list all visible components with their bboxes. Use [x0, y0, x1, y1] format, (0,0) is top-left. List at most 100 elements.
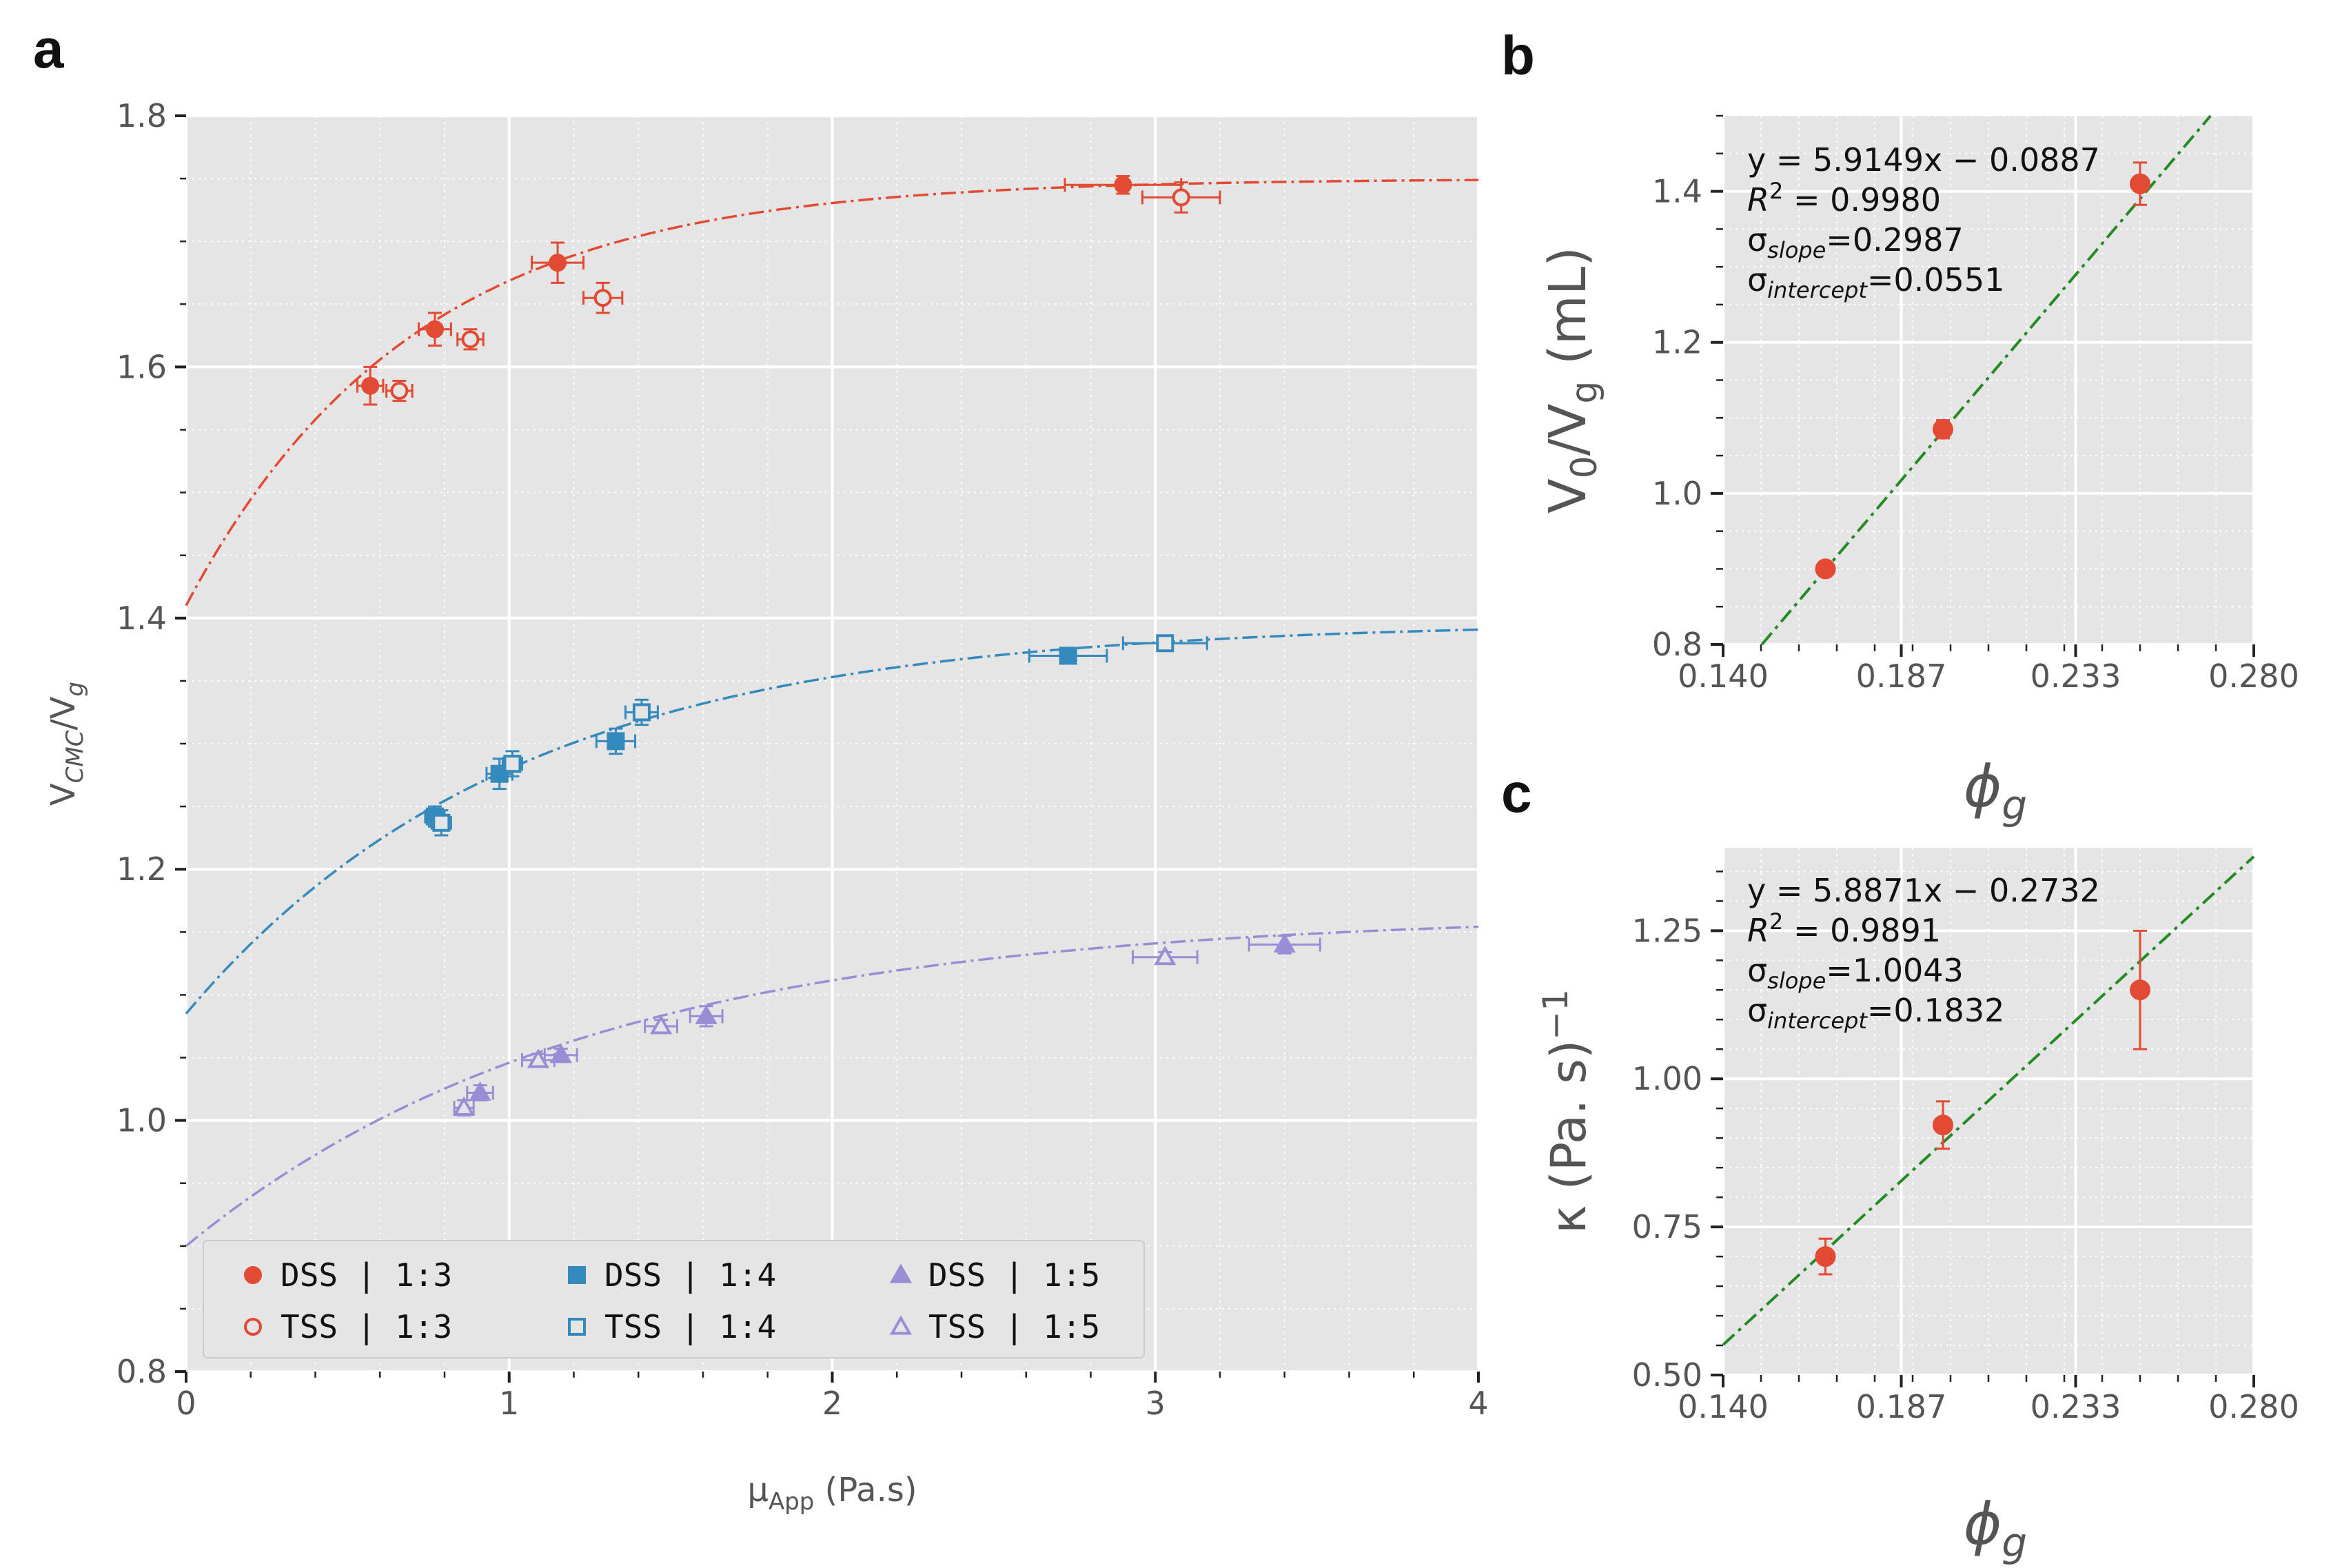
y-tick-label: 1.2	[1652, 324, 1702, 361]
y-axis-label-a: VCMC/Vg	[44, 682, 89, 806]
panel-letter-c: c	[1501, 762, 1532, 824]
marker-square	[568, 1266, 586, 1284]
x-axis-label-a: μApp (Pa.s)	[747, 1471, 917, 1516]
fit-curves-a	[185, 179, 1479, 1248]
x-tick-label: 0.140	[1678, 1388, 1769, 1425]
marker-circle	[361, 376, 380, 395]
x-tick-label: 1	[499, 1385, 519, 1422]
marker-circle	[425, 320, 444, 338]
x-tick-label: 0.280	[2208, 658, 2299, 695]
x-axis-label-b: ϕg	[1964, 753, 2027, 828]
x-label-main: μ	[747, 1471, 768, 1509]
r2-label: R	[1747, 181, 1769, 218]
x-label-sub: App	[768, 1488, 814, 1516]
r2-value: = 0.9980	[1783, 181, 1941, 218]
data-points-b	[1815, 161, 2150, 580]
axes-c: 0.140 0.187 0.233 0.280 0.50 0.75 1.00 1.25	[1632, 870, 2299, 1425]
legend-entry-label: DSS | 1:4	[604, 1256, 776, 1294]
y-tick-label: 1.2	[116, 851, 167, 888]
y-tick-label: 0.50	[1632, 1356, 1702, 1394]
marker-circle	[244, 1266, 262, 1284]
sigma-intercept-value: =0.1832	[1867, 992, 2005, 1029]
y-label-tail: /V	[44, 696, 83, 730]
fit-curve-red	[185, 179, 1479, 607]
x-axis-label-c: ϕg	[1964, 1490, 2027, 1566]
legend-box	[203, 1240, 1145, 1358]
marker-triangle	[1273, 933, 1296, 953]
sigma-intercept-value: =0.0551	[1867, 261, 2005, 298]
r-squared-c: R2 = 0.9891	[1747, 908, 1941, 949]
y-tick-label: 0.75	[1632, 1208, 1702, 1245]
legend-a: DSS | 1:3 TSS | 1:3 DSS | 1:4 TSS | 1:4 DSS …	[203, 1240, 1145, 1358]
fit-equation-c: y = 5.8871x − 0.2732	[1747, 872, 2100, 909]
x-tick-label: 0.233	[2030, 658, 2121, 695]
marker-circle	[1815, 558, 1836, 580]
fit-line-c	[1722, 855, 2255, 1346]
fit-curve-purple	[185, 925, 1479, 1248]
sigma-slope-sub: slope	[1767, 237, 1826, 263]
marker-square	[503, 755, 522, 773]
sigma-intercept-label: σ	[1747, 261, 1767, 298]
legend-entry-label: TSS | 1:5	[928, 1308, 1100, 1346]
x-label-sub: g	[2002, 782, 2027, 828]
fit-curve-blue	[185, 628, 1479, 1015]
sigma-slope-sub: slope	[1767, 968, 1826, 994]
marker-triangle	[1154, 946, 1177, 966]
sigma-intercept-label: σ	[1747, 992, 1767, 1029]
y-label-tail-sub: g	[1564, 381, 1605, 404]
data-points-a	[356, 174, 1321, 1117]
axes-a: 0 1 2 3 4 0.8 1.0 1.2 1.4 1.6 1.8	[116, 97, 1489, 1422]
y-tick-label: 1.25	[1632, 912, 1702, 949]
panel-a: a 0 1 2 3 4 0.8 1.0 1.2 1.4 1.6 1.8 μApp (Pa.s) VC…	[33, 18, 1489, 1516]
y-tick-label: 0.8	[1652, 626, 1702, 663]
marker-square	[632, 703, 651, 722]
r2-sup: 2	[1769, 908, 1783, 935]
panel-letter-b: b	[1501, 25, 1535, 86]
legend-entry-label: DSS | 1:5	[928, 1256, 1100, 1294]
marker-triangle	[527, 1048, 550, 1068]
panel-b: b 0.140 0.187 0.233 0.280 0.8 1.0 1.2 1.4 y = 5…	[1501, 25, 2299, 828]
marker-circle	[1114, 176, 1132, 194]
marker-circle	[2130, 173, 2150, 194]
axes-b: 0.140 0.187 0.233 0.280 0.8 1.0 1.2 1.4	[1652, 114, 2299, 695]
marker-circle	[461, 330, 480, 349]
marker-square	[568, 1318, 586, 1336]
grid-a	[185, 114, 1480, 1373]
x-label-sub: g	[2002, 1519, 2027, 1566]
marker-triangle	[889, 1315, 913, 1335]
fit-annotation-c: y = 5.8871x − 0.2732 R2 = 0.9891 σslope=…	[1747, 872, 2100, 1034]
marker-triangle	[889, 1263, 913, 1283]
x-tick-label: 4	[1468, 1385, 1488, 1422]
data-points-c	[1815, 929, 2150, 1276]
y-label-tail: /V	[1538, 403, 1598, 456]
x-tick-label: 2	[822, 1385, 842, 1422]
r-squared-b: R2 = 0.9980	[1747, 178, 1941, 218]
marker-square	[432, 813, 451, 832]
fit-annotation-b: y = 5.9149x − 0.0887 R2 = 0.9980 σslope=…	[1747, 141, 2100, 303]
x-tick-label: 0.280	[2208, 1388, 2299, 1425]
sigma-slope-label: σ	[1747, 221, 1767, 258]
x-tick-label: 0.140	[1678, 658, 1769, 695]
marker-circle	[390, 382, 409, 400]
marker-circle	[2130, 979, 2150, 1001]
marker-square	[1156, 634, 1174, 653]
sigma-slope-c: σslope=1.0043	[1747, 952, 1964, 994]
marker-square	[1059, 646, 1077, 665]
y-label-main: V	[44, 783, 83, 806]
y-axis-label-b: V0/Vg (mL)	[1538, 247, 1605, 513]
x-tick-label: 3	[1146, 1385, 1166, 1422]
marker-triangle	[695, 1004, 717, 1024]
marker-circle	[593, 289, 612, 307]
y-tick-label: 1.0	[116, 1102, 167, 1139]
marker-square	[607, 732, 625, 751]
sigma-intercept-c: σintercept=0.1832	[1747, 992, 2004, 1034]
sigma-slope-value: =1.0043	[1826, 952, 1964, 989]
r2-value: = 0.9891	[1783, 912, 1941, 949]
y-label-sup: −1	[1536, 989, 1576, 1040]
marker-circle	[1933, 1114, 1953, 1136]
legend-entry-label: TSS | 1:4	[604, 1308, 776, 1346]
marker-triangle	[549, 1043, 572, 1063]
sigma-slope-value: =0.2987	[1826, 221, 1964, 258]
sigma-intercept-sub: intercept	[1767, 1008, 1868, 1034]
